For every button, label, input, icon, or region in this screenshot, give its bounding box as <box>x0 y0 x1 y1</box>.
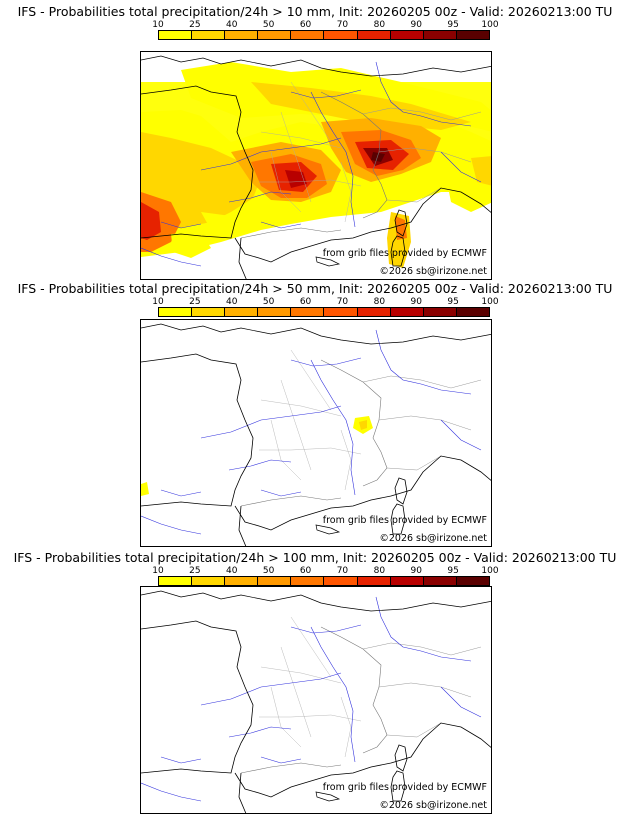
scale-tick-label: 50 <box>262 20 275 30</box>
scale-swatch <box>456 577 489 585</box>
map-title: IFS - Probabilities total precipitation/… <box>13 550 617 565</box>
scale-tick-label: 100 <box>481 20 499 30</box>
scale-tick-label: 80 <box>373 297 386 307</box>
scale-tick-label: 60 <box>299 566 312 576</box>
scale-swatch <box>225 31 259 39</box>
scale-swatch <box>324 577 358 585</box>
map-title: IFS - Probabilities total precipitation/… <box>17 281 613 296</box>
scale-tick-label: 60 <box>299 297 312 307</box>
map-title: IFS - Probabilities total precipitation/… <box>17 4 613 19</box>
scale-bar <box>158 30 490 40</box>
scale-swatch <box>423 577 457 585</box>
scale-tick-label: 70 <box>336 297 349 307</box>
scale-swatch <box>291 308 325 316</box>
panel-50mm: IFS - Probabilities total precipitation/… <box>0 281 630 557</box>
scale-ticks: 10 25 40 50 60 70 80 90 95 100 <box>152 297 498 307</box>
scale-ticks: 10 25 40 50 60 70 80 90 95 100 <box>152 566 498 576</box>
source-credit: from grib files provided by ECMWF <box>322 515 487 526</box>
scale-swatch <box>159 308 193 316</box>
scale-tick-label: 50 <box>262 297 275 307</box>
scale-swatch <box>192 31 226 39</box>
probability-map: from grib files provided by ECMWF ©2026 … <box>140 319 492 547</box>
scale-swatch <box>258 31 292 39</box>
scale-swatch <box>159 577 193 585</box>
scale-ticks: 10 25 40 50 60 70 80 90 95 100 <box>152 20 498 30</box>
scale-tick-label: 40 <box>226 297 238 307</box>
scale-tick-label: 60 <box>299 20 312 30</box>
scale-tick-label: 10 <box>152 297 164 307</box>
probability-map: from grib files provided by ECMWF ©2026 … <box>140 586 492 814</box>
scale-swatch <box>258 308 292 316</box>
map-canvas <box>141 590 491 813</box>
scale-swatch <box>225 308 259 316</box>
scale-swatch <box>225 577 259 585</box>
scale-tick-label: 80 <box>373 566 386 576</box>
scale-swatch <box>192 308 226 316</box>
scale-swatch <box>456 308 489 316</box>
copyright-credit: ©2026 sb@irizone.net <box>379 266 487 277</box>
scale-swatch <box>324 308 358 316</box>
scale-tick-label: 25 <box>189 20 201 30</box>
scale-tick-label: 100 <box>481 297 499 307</box>
scale-tick-label: 40 <box>226 566 238 576</box>
color-scale: 10 25 40 50 60 70 80 90 95 100 <box>152 20 499 42</box>
scale-tick-label: 70 <box>336 20 349 30</box>
copyright-credit: ©2026 sb@irizone.net <box>379 533 487 544</box>
scale-swatch <box>423 308 457 316</box>
probability-map: from grib files provided by ECMWF ©2026 … <box>140 51 492 280</box>
scale-swatch <box>390 31 424 39</box>
coastlines <box>141 323 491 546</box>
scale-tick-label: 50 <box>262 566 275 576</box>
scale-tick-label: 95 <box>447 297 459 307</box>
scale-swatch <box>159 31 193 39</box>
map-canvas <box>141 323 491 546</box>
scale-swatch <box>357 308 391 316</box>
scale-bar <box>158 307 490 317</box>
scale-swatch <box>357 577 391 585</box>
scale-tick-label: 25 <box>189 297 201 307</box>
scale-swatch <box>192 577 226 585</box>
scale-swatch <box>423 31 457 39</box>
coastlines <box>141 590 491 813</box>
scale-tick-label: 25 <box>189 566 201 576</box>
color-scale: 10 25 40 50 60 70 80 90 95 100 <box>152 297 499 319</box>
scale-tick-label: 100 <box>481 566 499 576</box>
scale-tick-label: 40 <box>226 20 238 30</box>
scale-swatch <box>456 31 489 39</box>
scale-swatch <box>324 31 358 39</box>
source-credit: from grib files provided by ECMWF <box>322 248 487 259</box>
scale-tick-label: 90 <box>410 566 422 576</box>
scale-tick-label: 90 <box>410 20 422 30</box>
scale-swatch <box>357 31 391 39</box>
copyright-credit: ©2026 sb@irizone.net <box>379 800 487 811</box>
scale-swatch <box>291 577 325 585</box>
scale-tick-label: 10 <box>152 566 164 576</box>
precip-probability-field <box>141 416 373 496</box>
scale-tick-label: 10 <box>152 20 164 30</box>
scale-bar <box>158 576 490 586</box>
panel-100mm: IFS - Probabilities total precipitation/… <box>0 550 630 826</box>
scale-swatch <box>258 577 292 585</box>
scale-swatch <box>390 577 424 585</box>
panel-10mm: IFS - Probabilities total precipitation/… <box>0 4 630 280</box>
scale-tick-label: 95 <box>447 566 459 576</box>
admin-borders <box>240 616 482 774</box>
scale-tick-label: 90 <box>410 297 422 307</box>
scale-tick-label: 80 <box>373 20 386 30</box>
source-credit: from grib files provided by ECMWF <box>322 782 487 793</box>
precip-probability-field <box>141 62 491 268</box>
color-scale: 10 25 40 50 60 70 80 90 95 100 <box>152 566 499 588</box>
scale-tick-label: 70 <box>336 566 349 576</box>
map-canvas <box>141 55 491 279</box>
scale-tick-label: 95 <box>447 20 459 30</box>
scale-swatch <box>390 308 424 316</box>
scale-swatch <box>291 31 325 39</box>
